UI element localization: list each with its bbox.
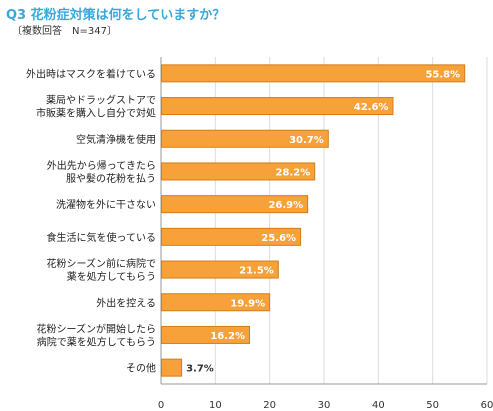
- category-label: 花粉シーズンが開始したら: [37, 322, 157, 335]
- data-label: 21.5%: [239, 266, 274, 277]
- category-label: 外出先から帰ってきたら: [47, 159, 156, 172]
- x-tick-label: 20: [263, 400, 276, 411]
- data-label: 42.6%: [354, 102, 389, 113]
- bar: [161, 227, 302, 246]
- bar: [161, 260, 279, 279]
- data-label: 30.7%: [289, 135, 324, 146]
- category-label: 外出を控える: [96, 296, 156, 309]
- bar: [161, 129, 329, 148]
- category-label: 花粉シーズン前に病院で: [47, 257, 157, 270]
- category-label: 服や髪の花粉を払う: [66, 172, 156, 185]
- value-labels: 55.8% 42.6% 30.7% 28.2% 26.9% 25.6% 21.5% 19.9%…: [186, 69, 460, 374]
- x-tick-label: 50: [426, 400, 439, 411]
- category-label: 空気清浄機を使用: [76, 133, 156, 146]
- bar: [161, 293, 271, 312]
- category-label: 市販薬を購入し自分で対処: [36, 107, 156, 120]
- category-labels: 外出時はマスクを着けている薬局やドラッグストアで市販薬を購入し自分で対処空気清浄…: [26, 67, 156, 374]
- category-label: 食生活に気を使っている: [47, 231, 157, 244]
- x-tick-label: 30: [318, 400, 331, 411]
- chart-title: Q3 花粉症対策は何をしていますか？: [6, 8, 226, 23]
- bar: [161, 195, 309, 214]
- bar: [161, 97, 394, 116]
- data-label: 3.7%: [186, 364, 214, 375]
- data-label: 26.9%: [268, 200, 303, 211]
- data-label: 28.2%: [276, 167, 311, 178]
- data-label: 19.9%: [230, 298, 265, 309]
- bar: [161, 64, 466, 83]
- chart-subtitle: 〔複数回答 N=347〕: [12, 26, 117, 37]
- category-label: 薬局やドラッグストアで: [46, 94, 156, 107]
- bar: [161, 325, 251, 344]
- x-axis-ticks: 0 10 20 30 40 50 60: [158, 400, 493, 411]
- x-tick-label: 0: [158, 400, 164, 411]
- category-label: 薬を処方してもらう: [67, 270, 156, 283]
- category-label: 洗濯物を外に干さない: [56, 198, 156, 211]
- data-label: 55.8%: [425, 69, 460, 80]
- bar: [161, 358, 183, 377]
- x-tick-label: 60: [481, 400, 493, 411]
- data-label: 25.6%: [261, 233, 296, 244]
- category-label: 外出時はマスクを着けている: [26, 67, 156, 80]
- bars: [161, 64, 466, 377]
- category-label: その他: [126, 362, 156, 375]
- x-tick-label: 10: [209, 400, 222, 411]
- x-tick-label: 40: [372, 400, 385, 411]
- category-label: 病院で薬を処方してもらう: [37, 335, 156, 348]
- bar: [161, 162, 316, 181]
- data-label: 16.2%: [210, 331, 245, 342]
